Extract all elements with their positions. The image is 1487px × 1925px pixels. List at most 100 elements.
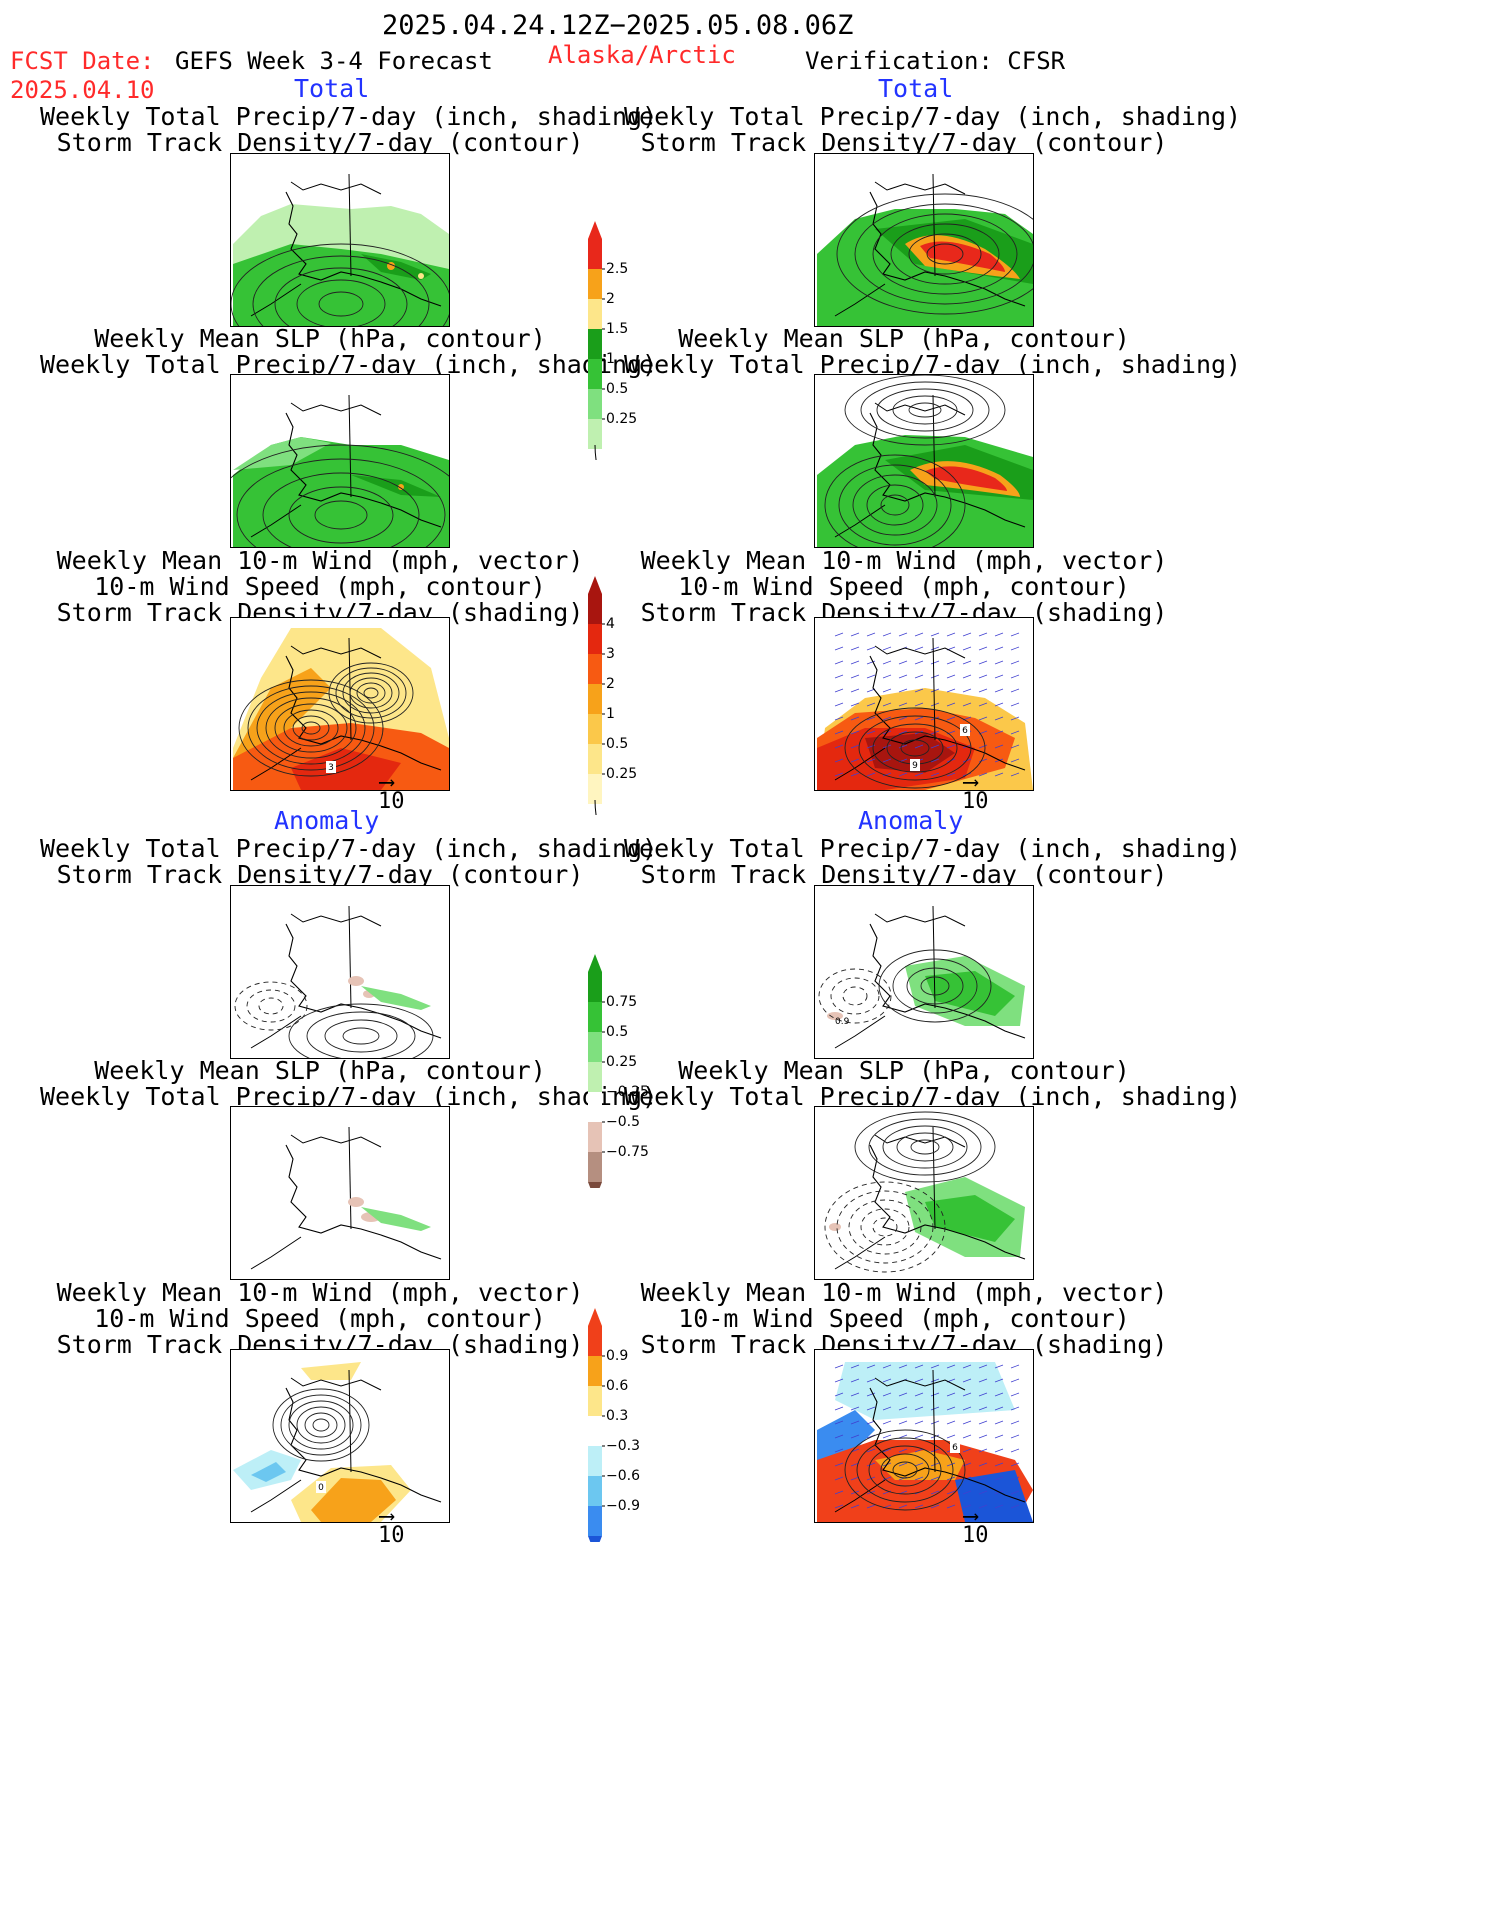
wind-vector: [930, 758, 940, 763]
wind-vector: [978, 1490, 988, 1495]
wind-vector: [834, 660, 844, 665]
colorbar-cap-top: [588, 221, 602, 239]
wind-vector: [978, 1420, 988, 1425]
wind-vector: [994, 730, 1004, 735]
wind-vector: [850, 646, 860, 651]
wind-vector: [930, 646, 940, 651]
wind-vector: [946, 1462, 956, 1467]
colorbar-tick-label: 0.25: [606, 766, 637, 782]
coastline: [285, 412, 442, 528]
wind-vector: [914, 744, 924, 749]
wind-vector: [898, 660, 908, 665]
wind-vector: [866, 758, 876, 763]
colorbar-segment: [588, 654, 602, 684]
contour-label: 0.9: [835, 1017, 850, 1027]
wind-vector: [866, 1364, 876, 1369]
aleutians: [250, 1479, 302, 1513]
wind-vector: [914, 632, 924, 637]
wind-vector: [834, 716, 844, 721]
colorbar-segment: [588, 1002, 602, 1032]
colorbar-tick-label: 0.5: [606, 1024, 628, 1040]
fcst-date-label: FCST Date:: [10, 47, 155, 75]
shade-orange: [398, 484, 404, 490]
colorbar-tail: [594, 444, 597, 460]
wind-vector: [978, 744, 988, 749]
map-total-slp-precip-cfsr: [814, 374, 1034, 548]
section-total-left: Total: [294, 74, 370, 103]
product-title: GEFS Week 3-4 Forecast: [175, 47, 493, 75]
wind-vector: [834, 1448, 844, 1453]
wind-vector: [1010, 1434, 1020, 1439]
wind-vector: [930, 1392, 940, 1397]
wind-vector: [850, 632, 860, 637]
colorbar-segment: [588, 419, 602, 449]
wind-vector: [866, 1462, 876, 1467]
wind-vector: [978, 1476, 988, 1481]
panel-title-bl3: Weekly Mean 10-m Wind (mph, vector) 10-m …: [56, 1278, 584, 1359]
wind-vector: [930, 1364, 940, 1369]
colorbar-tick-label: −0.25: [606, 1084, 649, 1100]
wind-vector: [1010, 674, 1020, 679]
colorbar-tick-label: 1: [606, 351, 615, 367]
wind-vector: [946, 674, 956, 679]
section-total-right: Total: [878, 74, 954, 103]
wind-vector: [914, 1406, 924, 1411]
contour-line: [231, 243, 449, 326]
contour-line: [280, 1394, 362, 1456]
wind-vector: [978, 716, 988, 721]
contour-line: [852, 474, 938, 536]
colorbar-cap-bottom: [588, 1536, 602, 1542]
wind-vector: [898, 1364, 908, 1369]
map-anom-slp-precip-cfsr: [814, 1106, 1034, 1280]
contour-label-bg: [910, 759, 920, 771]
wind-vector: [930, 1490, 940, 1495]
contour-label: 6: [952, 1443, 958, 1453]
contour-line: [908, 402, 942, 418]
contour-line: [328, 662, 414, 724]
shade-green: [361, 986, 431, 1010]
wind-vector: [978, 674, 988, 679]
wind-vector: [834, 1476, 844, 1481]
colorbar-segment: [588, 972, 602, 1002]
wind-vector: [994, 1378, 1004, 1383]
wind-vector: [898, 688, 908, 693]
coastline: [285, 1144, 442, 1260]
wind-vector: [946, 716, 956, 721]
contour-label: 6: [962, 726, 968, 736]
wind-vector: [978, 1434, 988, 1439]
contour-line: [868, 1118, 982, 1176]
wind-vector: [914, 674, 924, 679]
contour-line: [876, 388, 974, 432]
wind-vector: [850, 744, 860, 749]
wind-vector: [850, 730, 860, 735]
wind-vector: [1010, 688, 1020, 693]
wind-vector: [898, 1462, 908, 1467]
vector-ref-tl: ⟶ 10: [378, 770, 405, 814]
contour-line: [880, 1453, 930, 1487]
wind-vector: [834, 1490, 844, 1495]
wind-vector: [962, 1406, 972, 1411]
wind-vector: [930, 660, 940, 665]
aleutians: [250, 1236, 302, 1270]
contour-line: [880, 494, 910, 516]
contour-line: [824, 1181, 946, 1273]
wind-vector: [978, 688, 988, 693]
coastline: [285, 923, 442, 1039]
shade-orange: [311, 1478, 396, 1522]
colorbar-segment: [588, 269, 602, 299]
contour-line: [274, 267, 408, 326]
contour-line: [854, 203, 1033, 305]
contour-line: [858, 715, 972, 781]
wind-vector: [946, 1420, 956, 1425]
colorbar-tick-label: 0.25: [606, 1054, 637, 1070]
coastline: [869, 1144, 1026, 1260]
wind-vector: [962, 632, 972, 637]
contour-label: 0: [318, 1483, 324, 1493]
contour-line: [892, 958, 978, 1014]
contour-line: [900, 739, 930, 757]
wind-vector: [898, 1406, 908, 1411]
contour-line: [854, 1111, 996, 1183]
region-title: Alaska/Arctic: [548, 41, 736, 69]
colorbar-segment: [588, 624, 602, 654]
wind-vector: [962, 1448, 972, 1453]
